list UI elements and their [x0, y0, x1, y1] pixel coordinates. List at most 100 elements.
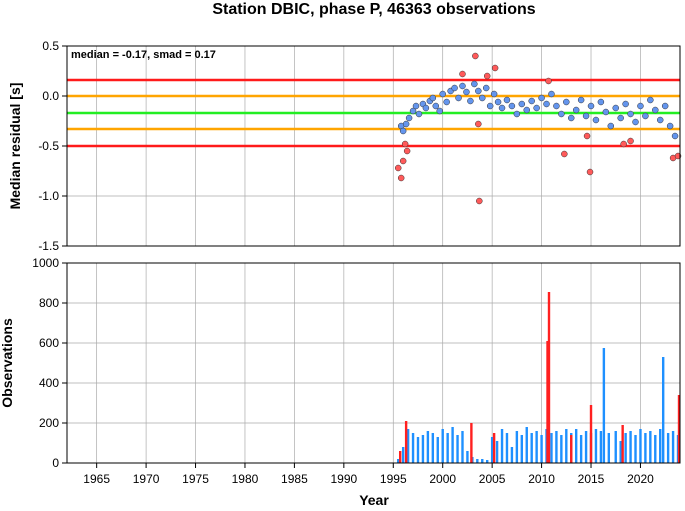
data-bar [570, 435, 573, 463]
data-point [597, 98, 605, 106]
data-point [399, 157, 407, 165]
bottom-panel-grid [62, 262, 680, 468]
y-tick-label: 600 [39, 336, 59, 350]
data-bar [397, 459, 400, 463]
data-point [553, 102, 560, 110]
data-point [586, 168, 594, 176]
data-bar [495, 441, 499, 463]
y-tick-label: 800 [39, 296, 59, 310]
data-point [467, 97, 474, 105]
data-bar [619, 441, 622, 463]
data-point [409, 107, 417, 115]
y-tick-label: -0.5 [38, 139, 59, 153]
x-tick-label: 1970 [133, 472, 160, 486]
data-point [455, 94, 462, 102]
data-point [479, 94, 486, 102]
data-bar [579, 435, 583, 463]
data-bar [602, 348, 606, 463]
data-point [617, 114, 624, 122]
y-tick-label: 400 [39, 376, 59, 390]
data-point [592, 116, 600, 124]
x-tick-label: 2015 [578, 472, 605, 486]
data-point [671, 132, 679, 140]
data-bar [416, 437, 420, 463]
top-panel-frame [66, 45, 681, 247]
data-point [583, 132, 591, 140]
data-point [652, 106, 659, 114]
data-bar [574, 429, 578, 463]
x-tick-label: 2020 [627, 472, 654, 486]
y-tick-label: -1.0 [38, 189, 59, 203]
data-bar [470, 423, 473, 463]
data-point [494, 98, 502, 106]
data-point [602, 108, 610, 116]
data-point [459, 70, 466, 78]
data-point [476, 197, 483, 205]
data-point [533, 104, 540, 112]
data-bar [540, 435, 543, 463]
data-point [397, 174, 405, 182]
data-point [475, 87, 482, 95]
x-tick-label: 1980 [232, 472, 259, 486]
data-point [612, 104, 619, 112]
y-tick-label: 1000 [32, 256, 59, 270]
data-bar [621, 425, 624, 463]
data-point [491, 64, 499, 72]
data-bar [677, 395, 681, 463]
data-bar [466, 451, 469, 463]
data-point [399, 127, 407, 135]
bottom-y-tick-labels: 1000 800 600 400 200 0 [32, 256, 59, 470]
bottom-panel-frame [66, 262, 681, 464]
data-bar [550, 433, 553, 463]
data-point [587, 102, 595, 110]
x-tick-label: 1965 [83, 472, 110, 486]
data-point [523, 106, 530, 114]
x-axis-label: Year [359, 492, 389, 508]
top-y-axis-label: Median residual [s] [7, 83, 23, 210]
data-point [443, 98, 450, 106]
data-bar [547, 292, 551, 463]
data-point [572, 106, 580, 114]
data-point [577, 96, 585, 104]
data-bar [546, 341, 549, 463]
data-point [518, 100, 526, 108]
y-tick-label: 0.5 [42, 39, 59, 53]
data-bar [476, 459, 479, 463]
data-bar [634, 435, 637, 463]
data-bar [594, 429, 598, 463]
data-point [567, 114, 575, 122]
data-bar [555, 431, 558, 463]
data-bar [431, 433, 435, 463]
data-bar [510, 447, 514, 463]
data-bar [490, 437, 494, 463]
data-point [661, 102, 669, 110]
data-bar [401, 447, 405, 463]
data-point [558, 110, 565, 118]
data-bar [649, 431, 652, 463]
data-point [490, 90, 498, 98]
data-point [582, 112, 590, 120]
data-bar [461, 431, 464, 463]
data-bar [644, 433, 647, 463]
data-point [666, 122, 674, 130]
stats-annotation: median = -0.17, smad = 0.17 [71, 49, 216, 61]
data-point [647, 96, 654, 104]
x-tick-label: 2010 [528, 472, 555, 486]
data-bar [505, 433, 509, 463]
data-point [563, 98, 570, 106]
x-tick-label: 2000 [429, 472, 456, 486]
data-bar [565, 429, 568, 463]
x-tick-label: 1985 [281, 472, 308, 486]
x-tick-label: 1975 [182, 472, 209, 486]
chart-title: Station DBIC, phase P, 46363 observation… [212, 1, 535, 18]
y-tick-label: -1.5 [38, 239, 59, 253]
data-point [471, 80, 478, 88]
data-bar [520, 435, 524, 463]
data-bar [535, 431, 538, 463]
data-bar [398, 451, 402, 463]
data-point [498, 104, 506, 112]
data-bar [654, 435, 657, 463]
data-bar [451, 427, 454, 463]
data-bar [404, 421, 408, 463]
